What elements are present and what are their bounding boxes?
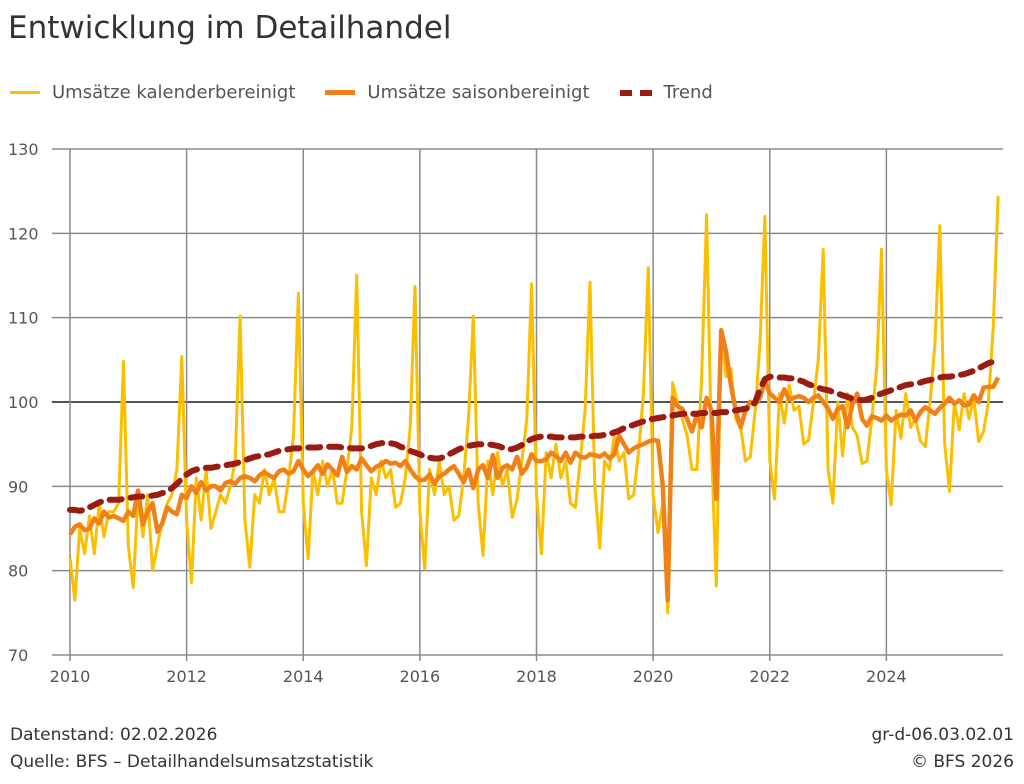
legend-swatch-trend xyxy=(619,89,652,96)
y-tick-label: 110 xyxy=(8,309,39,328)
legend-label: Umsätze kalenderbereinigt xyxy=(52,82,296,103)
legend-label: Umsätze saisonbereinigt xyxy=(367,82,590,103)
footer-left: Datenstand: 02.02.2026 Quelle: BFS – Det… xyxy=(10,722,373,776)
legend-swatch-kalenderbereinigt xyxy=(10,91,40,94)
y-tick-label: 80 xyxy=(8,562,28,581)
chart-title: Entwicklung im Detailhandel xyxy=(8,10,452,46)
x-tick-label: 2024 xyxy=(866,667,907,686)
legend-item-saisonbereinigt: Umsätze saisonbereinigt xyxy=(325,82,590,103)
y-tick-label: 130 xyxy=(8,140,39,159)
legend-item-kalenderbereinigt: Umsätze kalenderbereinigt xyxy=(10,82,295,103)
footer-right: gr-d-06.03.02.01 © BFS 2026 xyxy=(872,722,1015,776)
x-tick-label: 2016 xyxy=(400,667,441,686)
y-tick-label: 100 xyxy=(8,393,39,412)
x-tick-label: 2014 xyxy=(283,667,324,686)
copyright: © BFS 2026 xyxy=(910,752,1014,772)
series-line-trend xyxy=(67,358,997,514)
data-date: Datenstand: 02.02.2026 xyxy=(10,725,218,745)
y-tick-label: 90 xyxy=(8,477,28,496)
series-line-ums-tze-kalenderbereinigt xyxy=(68,196,1000,615)
x-tick-label: 2012 xyxy=(166,667,207,686)
x-tick-label: 2018 xyxy=(516,667,557,686)
x-tick-label: 2010 xyxy=(50,667,91,686)
y-tick-label: 70 xyxy=(8,646,28,665)
y-tick-label: 120 xyxy=(8,224,39,243)
legend: Umsätze kalenderbereinigt Umsätze saison… xyxy=(10,82,743,103)
source: Quelle: BFS – Detailhandelsumsatzstatist… xyxy=(10,752,374,772)
legend-swatch-saisonbereinigt xyxy=(325,90,356,95)
x-tick-label: 2022 xyxy=(749,667,790,686)
legend-item-trend: Trend xyxy=(619,82,713,103)
legend-label: Trend xyxy=(663,82,713,103)
series-line-ums-tze-saisonbereinigt xyxy=(68,328,1001,603)
chart-code: gr-d-06.03.02.01 xyxy=(871,725,1015,745)
x-tick-label: 2020 xyxy=(633,667,674,686)
